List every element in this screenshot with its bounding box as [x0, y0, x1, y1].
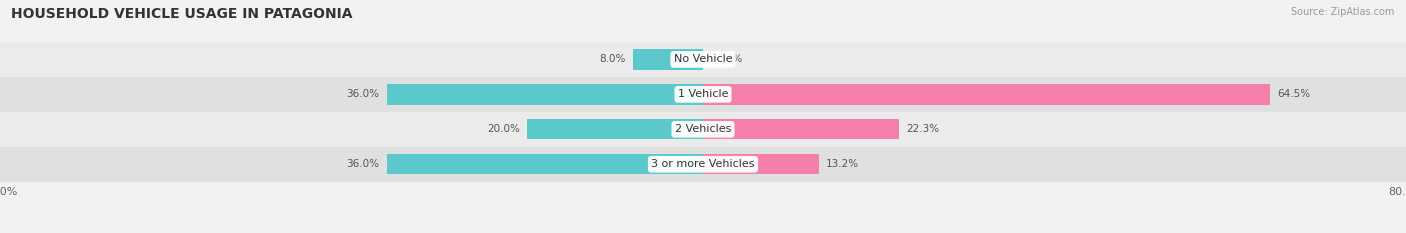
Text: Source: ZipAtlas.com: Source: ZipAtlas.com: [1291, 7, 1395, 17]
Bar: [0, 147, 1406, 182]
Bar: [703, 119, 898, 139]
Bar: [0, 42, 1406, 77]
Text: 2 Vehicles: 2 Vehicles: [675, 124, 731, 134]
Bar: [527, 119, 703, 139]
Bar: [703, 154, 818, 174]
Text: 36.0%: 36.0%: [347, 159, 380, 169]
Bar: [387, 154, 703, 174]
Text: 22.3%: 22.3%: [905, 124, 939, 134]
Bar: [703, 84, 1270, 105]
Text: 0.0%: 0.0%: [716, 55, 742, 64]
Bar: [0, 77, 1406, 112]
Text: HOUSEHOLD VEHICLE USAGE IN PATAGONIA: HOUSEHOLD VEHICLE USAGE IN PATAGONIA: [11, 7, 353, 21]
Bar: [0, 112, 1406, 147]
Text: 36.0%: 36.0%: [347, 89, 380, 99]
Text: 20.0%: 20.0%: [488, 124, 520, 134]
Bar: [387, 84, 703, 105]
Text: No Vehicle: No Vehicle: [673, 55, 733, 64]
Bar: [633, 49, 703, 69]
Text: 1 Vehicle: 1 Vehicle: [678, 89, 728, 99]
Text: 8.0%: 8.0%: [599, 55, 626, 64]
Text: 3 or more Vehicles: 3 or more Vehicles: [651, 159, 755, 169]
Text: 64.5%: 64.5%: [1277, 89, 1310, 99]
Text: 13.2%: 13.2%: [827, 159, 859, 169]
